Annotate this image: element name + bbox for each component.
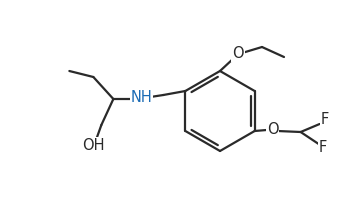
Text: F: F bbox=[318, 141, 327, 155]
Text: OH: OH bbox=[82, 138, 105, 152]
Text: O: O bbox=[232, 46, 244, 62]
Text: O: O bbox=[267, 122, 279, 138]
Text: NH: NH bbox=[131, 90, 152, 106]
Text: F: F bbox=[321, 111, 329, 127]
